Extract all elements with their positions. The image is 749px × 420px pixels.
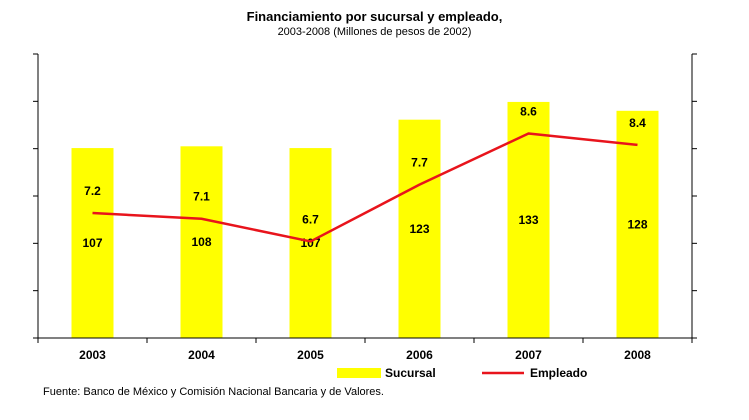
bar-sucursal-2005 [289,148,332,338]
legend-label-empleado: Empleado [530,366,587,380]
x-tick-label: 2006 [406,348,433,362]
line-value-label: 8.6 [520,105,537,119]
line-value-label: 7.1 [193,190,210,204]
bar-value-label: 108 [191,235,211,249]
line-value-label: 8.4 [629,116,646,130]
x-tick-label: 2008 [624,348,651,362]
chart-subtitle: 2003-2008 (Millones de pesos de 2002) [277,26,472,38]
bar-sucursal-2003 [71,148,114,338]
bar-sucursal-2006 [398,119,441,338]
line-value-label: 7.7 [411,156,428,170]
bar-value-label: 123 [409,222,429,236]
x-tick-label: 2007 [515,348,542,362]
chart-title: Financiamiento por sucursal y empleado, [246,9,503,24]
x-tick-label: 2003 [79,348,106,362]
bar-value-label: 107 [82,236,102,250]
source-note: Fuente: Banco de México y Comisión Nacio… [43,386,384,398]
line-value-label: 7.2 [84,184,101,198]
bar-value-label: 128 [627,217,647,231]
x-tick-label: 2005 [297,348,324,362]
x-tick-label: 2004 [188,348,215,362]
bar-sucursal-2004 [180,146,223,338]
bar-value-label: 133 [518,213,538,227]
legend-swatch-sucursal [337,368,381,378]
bar-sucursal-2008 [616,110,659,338]
legend-label-sucursal: Sucursal [385,366,436,380]
line-value-label: 6.7 [302,212,319,226]
line-empleado [92,132,638,243]
